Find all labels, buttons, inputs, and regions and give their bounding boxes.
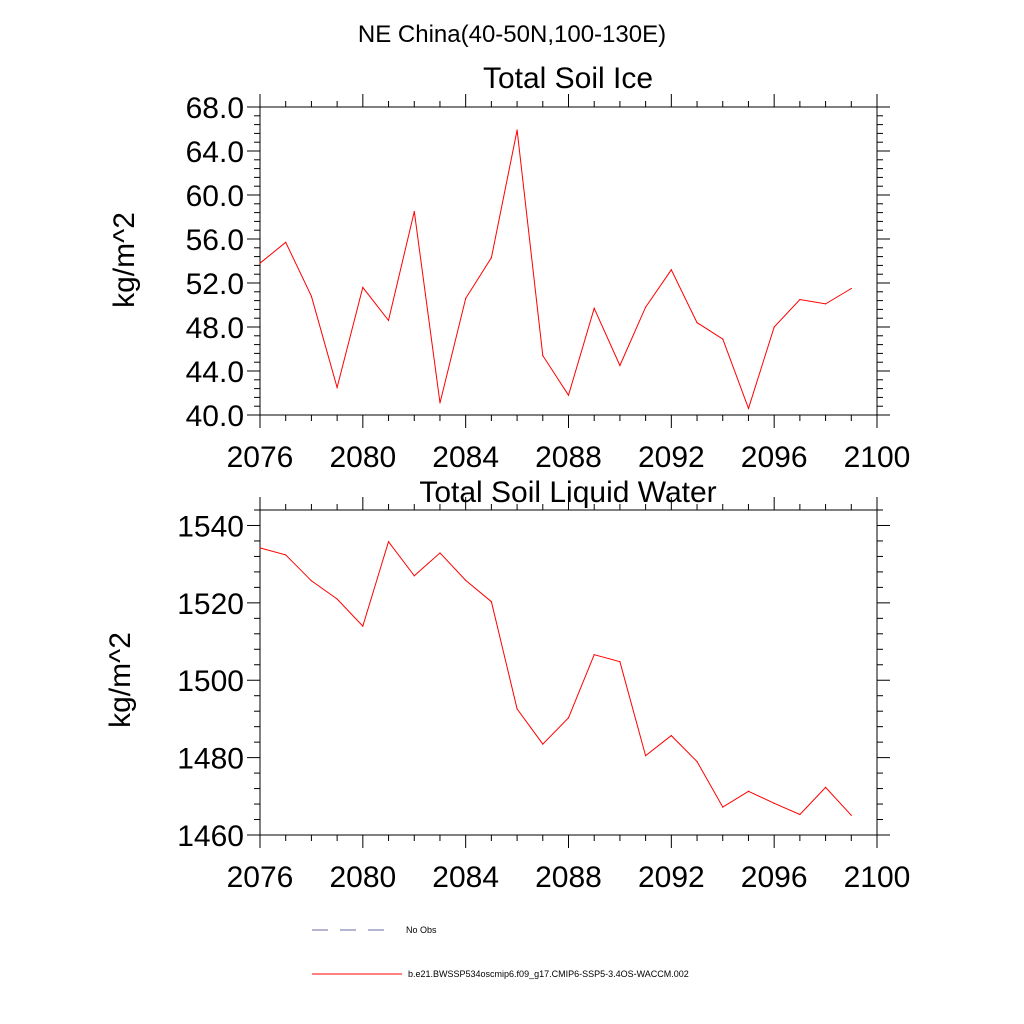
data-point [696,322,698,324]
data-point [439,552,441,554]
data-point [773,326,775,328]
data-point [259,262,261,264]
y-tick-label: 40.0 [186,400,244,433]
legend: No Obs b.e21.BWSSP534oscmip6.f09_g17.CMI… [312,925,689,979]
legend-model-label: b.e21.BWSSP534oscmip6.f09_g17.CMIP6-SSP5… [408,969,689,979]
data-point [645,306,647,308]
data-point [593,307,595,309]
data-point [336,386,338,389]
y-axis-label: kg/m^2 [104,632,137,728]
data-point [387,319,390,321]
x-tick-label: 2084 [432,441,499,474]
data-point [696,760,698,763]
data-point [516,708,518,710]
x-tick-label: 2092 [638,441,705,474]
data-point [439,402,441,404]
data-point [799,813,801,816]
data-point [567,394,570,396]
y-tick-label: 1540 [177,510,244,543]
y-tick-label: 44.0 [186,356,244,389]
y-tick-label: 64.0 [186,136,244,169]
data-point [722,806,724,808]
data-point [670,269,672,271]
data-point [336,598,338,600]
x-tick-label: 2080 [329,861,396,894]
data-point [850,814,852,816]
plot-frame [259,509,878,836]
panel-total-soil-ice: Total Soil Ice kg/m^2 2076 2080 2084 2088 20… [108,62,910,474]
data-point [747,790,750,792]
panel-total-soil-liquid-water: Total Soil Liquid Water kg/m^2 2076 2080 2… [104,476,910,894]
data-point [567,717,570,719]
y-tick-label: 68.0 [186,92,244,125]
y-tick-label: 1460 [177,820,244,853]
data-point [645,755,647,757]
y-tick-label: 1480 [177,743,244,776]
data-point [747,407,750,409]
data-point [542,355,544,357]
x-tick-label: 2084 [432,861,499,894]
series-line [259,130,852,410]
y-axis-label: kg/m^2 [108,212,141,308]
data-point [413,575,415,577]
data-point [542,743,544,745]
data-point [722,338,724,340]
data-point [824,786,827,789]
data-point [285,554,287,556]
data-point [413,210,415,213]
y-tick-label: 1500 [177,665,244,698]
data-point [490,601,492,603]
data-point [593,654,595,656]
data-point [259,547,261,549]
data-point [310,580,313,582]
data-point [799,298,801,301]
x-tick-label: 2100 [844,441,911,474]
panel-title: Total Soil Ice [483,62,653,95]
y-tick-label: 60.0 [186,180,244,213]
y-tick-label: 56.0 [186,224,244,257]
data-point [619,661,621,663]
x-tick-label: 2080 [329,441,396,474]
y-tick-label: 48.0 [186,312,244,345]
legend-obs-label: No Obs [406,925,437,935]
data-point [362,286,364,288]
figure-title: NE China(40-50N,100-130E) [358,21,666,48]
data-point [619,364,621,367]
x-tick-label: 2088 [535,861,602,894]
data-point [465,297,467,299]
data-point [387,541,390,543]
data-point [824,303,827,305]
data-point [465,579,467,582]
plot-frame [259,106,878,416]
data-point [516,129,518,131]
x-tick-label: 2100 [844,861,911,894]
data-point [310,295,313,297]
x-tick-label: 2096 [741,441,808,474]
data-point [773,802,775,804]
x-tick-label: 2088 [535,441,602,474]
x-tick-label: 2092 [638,861,705,894]
data-point [285,241,287,243]
data-point [850,287,852,290]
series-line [259,540,852,816]
x-tick-label: 2096 [741,861,808,894]
y-tick-label: 1520 [177,588,244,621]
x-tick-label: 2076 [227,861,294,894]
y-tick-label: 52.0 [186,268,244,301]
data-point [670,734,672,737]
data-point [362,625,364,627]
x-tick-label: 2076 [227,441,294,474]
data-point [490,257,492,259]
